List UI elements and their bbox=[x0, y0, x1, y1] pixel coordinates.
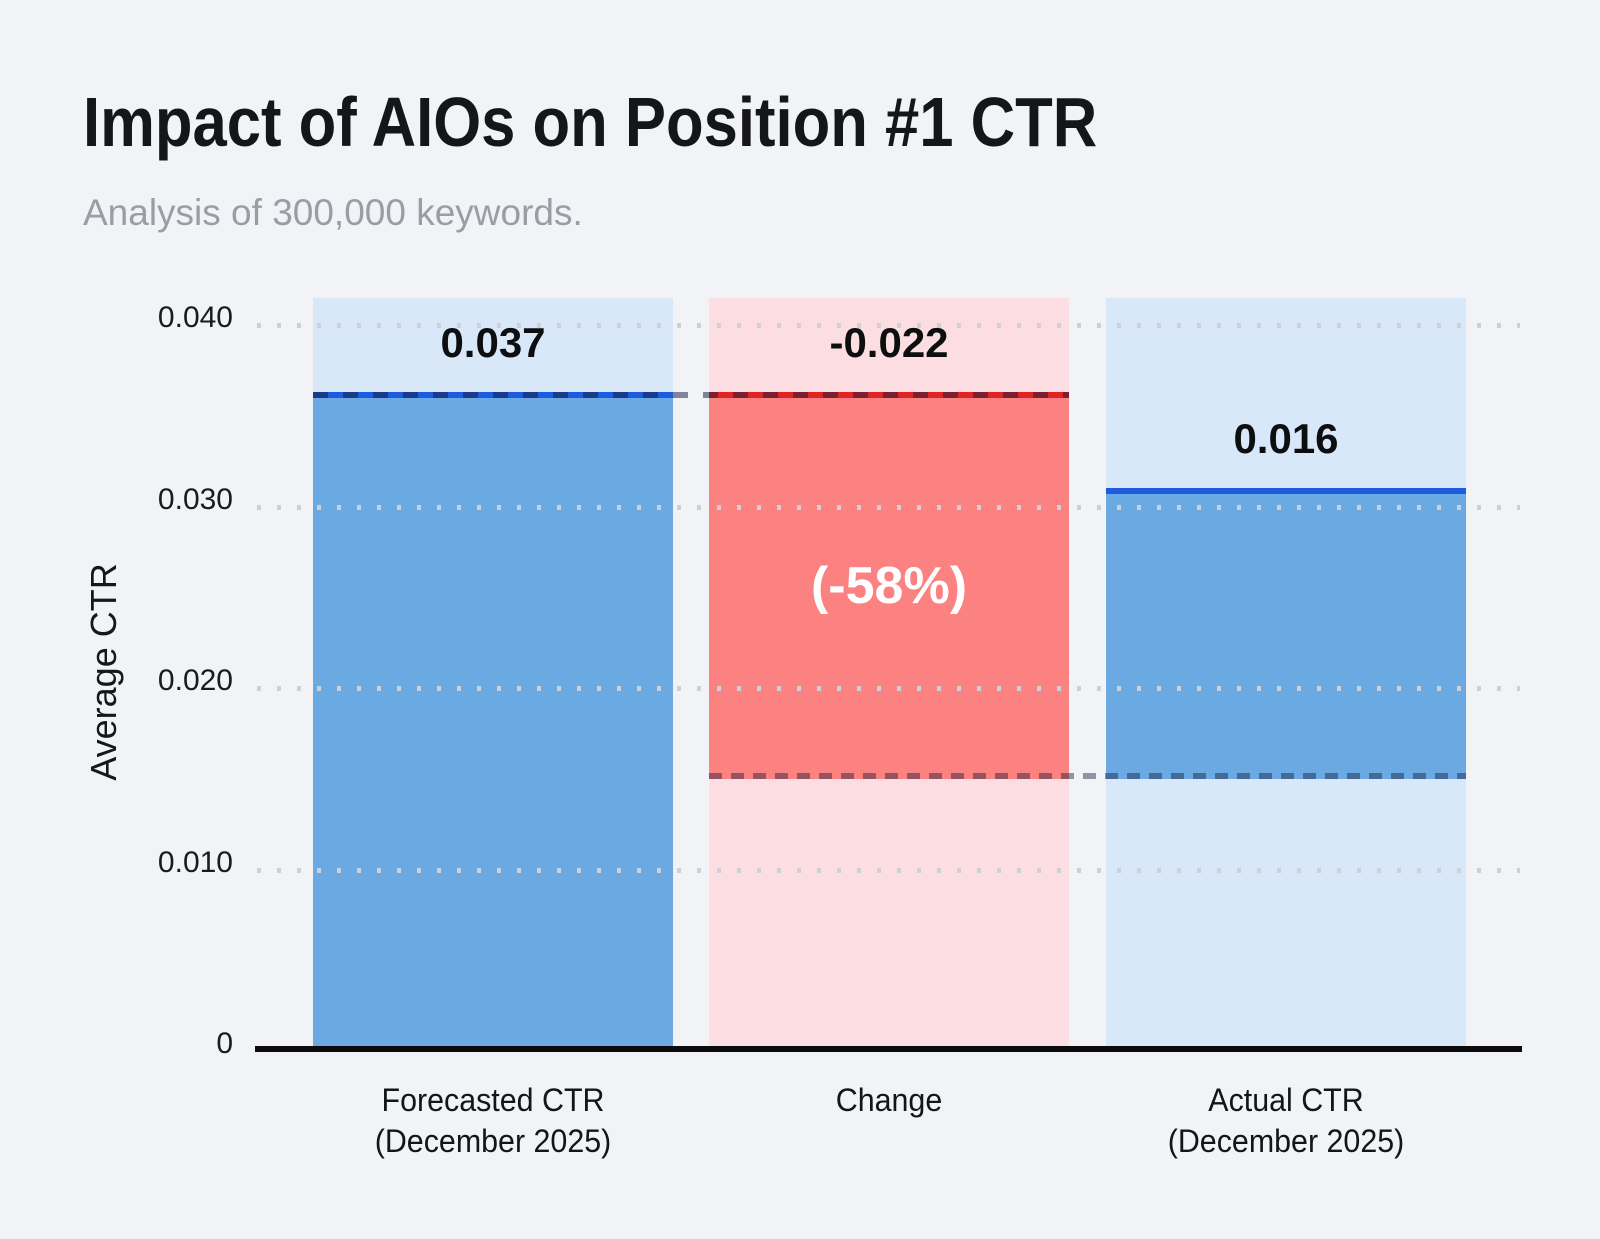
gridline bbox=[257, 686, 1520, 692]
y-tick-label: 0.020 bbox=[157, 664, 233, 698]
x-axis-label-line: Actual CTR bbox=[1208, 1082, 1364, 1118]
forecast-bar bbox=[313, 397, 673, 1051]
x-axis-line bbox=[255, 1046, 1522, 1052]
y-axis-tick-labels: 0.040 0.030 0.020 0.010 0 bbox=[60, 298, 233, 1060]
x-axis-label-actual: Actual CTR (December 2025) bbox=[1077, 1080, 1495, 1162]
y-tick-label: 0.010 bbox=[157, 845, 233, 879]
x-axis-label-forecast: Forecasted CTR (December 2025) bbox=[284, 1080, 702, 1162]
chart-subtitle: Analysis of 300,000 keywords. bbox=[83, 192, 583, 233]
forecast-value-label: 0.037 bbox=[440, 318, 546, 366]
x-axis-label-change: Change bbox=[680, 1080, 1098, 1121]
y-tick-label: 0.030 bbox=[157, 482, 233, 516]
gridline bbox=[257, 323, 1520, 329]
percent-change-label: (-58%) bbox=[810, 557, 968, 616]
actual-value-label: 0.016 bbox=[1233, 414, 1339, 462]
top-dashed-connector-line bbox=[313, 391, 1069, 398]
y-tick-label: 0.040 bbox=[157, 301, 233, 335]
x-axis-label-line: (December 2025) bbox=[374, 1123, 612, 1159]
actual-column: 0.016 bbox=[1106, 298, 1466, 1051]
chart-title: Impact of AIOs on Position #1 CTR bbox=[83, 83, 1098, 161]
y-tick-label: 0 bbox=[216, 1027, 233, 1060]
x-axis-label-line: (December 2025) bbox=[1167, 1123, 1405, 1159]
change-value-label: -0.022 bbox=[829, 318, 949, 366]
gridline bbox=[257, 867, 1520, 873]
x-axis-label-line: Forecasted CTR bbox=[381, 1082, 605, 1118]
change-column: -0.022 (-58%) bbox=[709, 298, 1069, 1051]
gridline bbox=[257, 504, 1520, 510]
bottom-dashed-connector-line bbox=[709, 772, 1466, 779]
plot-area: 0.037 -0.022 (-58%) 0.016 bbox=[255, 298, 1522, 1052]
forecast-column: 0.037 bbox=[313, 298, 673, 1051]
x-axis-label-line: Change bbox=[835, 1082, 943, 1118]
actual-bar-top-line bbox=[1106, 487, 1466, 494]
actual-bar bbox=[1106, 493, 1466, 779]
change-bar bbox=[709, 397, 1069, 779]
